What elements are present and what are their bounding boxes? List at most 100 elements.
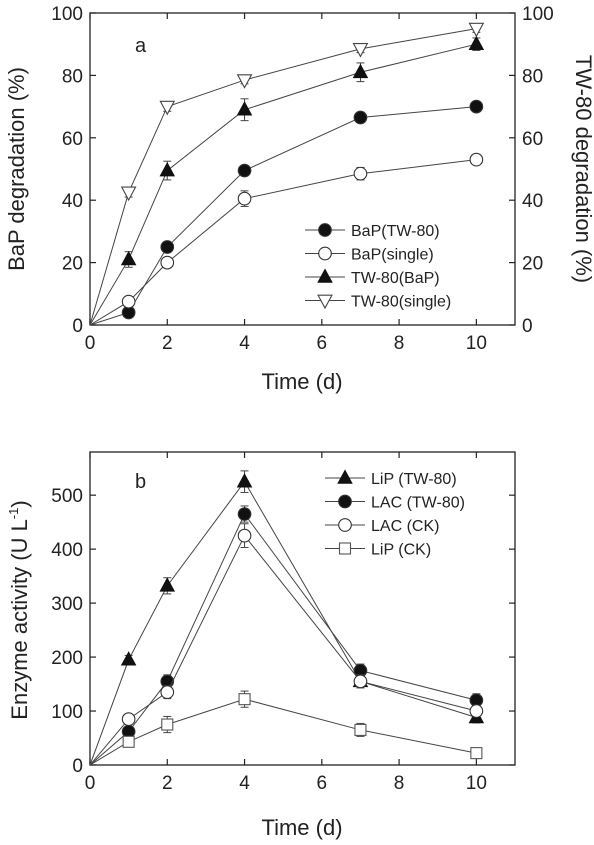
panel-a-legend-label: BaP(TW-80) <box>351 223 440 240</box>
panel-a-point-tw-80-single <box>236 74 253 89</box>
panel-b-legend: LiP (TW-80) LAC (TW-80) LAC (CK) LiP (CK) <box>325 469 465 559</box>
panel-a-series-bap-single <box>89 152 484 326</box>
panel-a-series-tw-80-bap <box>89 35 485 326</box>
panel-b-x-tick-label: 0 <box>85 773 96 794</box>
panel-a-y-axis-label: BaP degradation (%) <box>4 67 29 271</box>
panel-b-x-tick-label: 8 <box>394 773 405 794</box>
panel-a-y-tick-label: 40 <box>62 191 83 212</box>
panel-a-point-bap-tw-80 <box>353 110 368 125</box>
panel-b-point-lac-ck <box>160 685 175 699</box>
panel-a-legend-label: TW-80(BaP) <box>351 270 440 287</box>
panel-b-point-lip-ck <box>161 718 174 731</box>
panel-b-point-lac-ck <box>121 712 136 726</box>
panel-a-legend-label: TW-80(single) <box>351 294 451 311</box>
panel-b-y-label-sup: -1 <box>6 508 21 520</box>
panel-a-x-tick-label: 10 <box>466 333 487 354</box>
panel-a-legend: BaP(TW-80) BaP(single) TW-80(BaP) TW-80(sin… <box>305 223 451 311</box>
panel-a-point-tw-80-bap <box>236 101 253 116</box>
panel-a-series-bap-tw-80 <box>89 99 484 326</box>
panel-b-x-tick-label: 6 <box>317 773 328 794</box>
panel-b-point-lip-tw-80 <box>159 577 176 592</box>
panel-a-series <box>89 22 485 326</box>
panel-a-y2-tick-label: 100 <box>522 4 554 25</box>
panel-b-point-lip-tw-80 <box>236 473 253 488</box>
panel-a-x-tick-label: 8 <box>394 333 405 354</box>
panel-b-series-lac-ck <box>89 523 484 766</box>
panel-a-x-tick-label: 2 <box>162 333 173 354</box>
panel-b-x-tick-label: 10 <box>466 773 487 794</box>
panel-b-legend-item-lac-ck: LAC (CK) <box>325 518 439 535</box>
panel-a-point-bap-single <box>237 191 252 206</box>
panel-a-point-tw-80-single <box>120 186 137 202</box>
panel-b-series <box>89 470 485 766</box>
panel-b-point-lip-ck <box>354 723 367 736</box>
panel-b-legend-label: LiP (CK) <box>371 542 431 559</box>
panel-b-y-tick-label: 400 <box>51 540 83 561</box>
panel-a-point-bap-single <box>353 166 368 181</box>
panel-b-legend-item-lip-tw-80: LiP (TW-80) <box>325 469 457 488</box>
panel-b-point-lip-ck <box>238 693 251 706</box>
panel-a-legend-label: BaP(single) <box>351 247 434 264</box>
panel-b-line-lip-ck <box>89 698 477 766</box>
panel-a-y2-tick-label: 40 <box>522 191 543 212</box>
panel-b-y-label-close: ) <box>7 500 32 507</box>
panel-b-y-tick-label: 200 <box>51 648 83 669</box>
panel-b-legend-marker-lac-ck <box>338 518 352 532</box>
panel-b-point-lac-ck <box>469 704 484 718</box>
panel-b-x-tick-label: 4 <box>239 773 250 794</box>
panel-b-line-lip-tw-80 <box>89 480 477 766</box>
panel-a-x-tick-label: 6 <box>317 333 328 354</box>
panel-a-point-bap-single <box>121 294 136 309</box>
panel-b-y-axis-label: Enzyme activity (U L-1) <box>6 500 32 719</box>
panel-a-legend-item-tw-80-single: TW-80(single) <box>305 294 451 311</box>
panel-a-y2-tick-label: 0 <box>522 316 533 337</box>
panel-b-x-tick-label: 2 <box>162 773 173 794</box>
panel-b-legend-item-lip-ck: LiP (CK) <box>325 542 431 559</box>
panel-a-legend-item-tw-80-bap: TW-80(BaP) <box>305 268 440 287</box>
panel-a-legend-marker-bap-tw-80 <box>318 223 332 237</box>
panel-a-point-tw-80-single <box>468 22 485 38</box>
panel-a-legend-item-bap-tw-80: BaP(TW-80) <box>305 223 440 240</box>
panel-a-y-tick-label: 80 <box>62 66 83 87</box>
panel-a-y-tick-label: 100 <box>51 4 83 25</box>
panel-a-point-tw-80-bap <box>468 35 485 50</box>
panel-a-y2-tick-label: 80 <box>522 66 543 87</box>
panel-b-point-lac-ck <box>353 674 368 689</box>
panel-b-legend-label: LAC (CK) <box>371 518 439 535</box>
panel-b-legend-label: LAC (TW-80) <box>371 495 465 512</box>
panel-b-point-lip-ck <box>122 735 135 748</box>
panel-b-y-tick-label: 100 <box>51 702 83 723</box>
panel-a-line-bap-single <box>89 159 477 326</box>
panel-b-line-lac-ck <box>89 534 477 766</box>
panel-a-line-tw-80-single <box>89 28 477 326</box>
panel-a-point-bap-tw-80 <box>237 163 252 178</box>
panel-a-letter: a <box>135 35 147 57</box>
panel-b-y-tick-label: 300 <box>51 594 83 615</box>
panel-b-point-lip-tw-80 <box>120 651 137 666</box>
panel-a-point-tw-80-bap <box>159 161 176 177</box>
panel-b-point-lip-ck <box>470 747 483 760</box>
panel-b-legend-item-lac-tw-80: LAC (TW-80) <box>325 495 465 512</box>
panel-b-y-tick-label: 500 <box>51 486 83 507</box>
panel-a-point-bap-single <box>469 152 484 167</box>
panel-a-point-tw-80-bap <box>120 250 137 266</box>
panel-b-point-lac-ck <box>237 528 252 543</box>
panel-b-legend-marker-lac-tw-80 <box>338 494 352 509</box>
panel-a-point-tw-80-single <box>159 100 176 116</box>
panel-a-legend-marker-tw-80-single <box>317 294 333 310</box>
panel-a-y2-tick-label: 60 <box>522 129 543 150</box>
panel-a-y-tick-label: 60 <box>62 129 83 150</box>
panel-a-x-tick-label: 0 <box>85 333 96 354</box>
panel-b-legend-marker-lip-ck <box>338 542 352 555</box>
panel-b-y-label-main: Enzyme activity (U L <box>7 519 32 720</box>
panel-b-x-axis-label: Time (d) <box>261 815 342 840</box>
panel-a-y2-axis-label: TW-80 degradation (%) <box>571 55 594 283</box>
panel-b-y-tick-label: 0 <box>72 756 83 777</box>
panel-b-legend-marker-lip-tw-80 <box>337 469 353 484</box>
panel-a-legend-marker-tw-80-bap <box>317 268 333 283</box>
panel-b-line-lac-tw-80 <box>89 513 477 766</box>
